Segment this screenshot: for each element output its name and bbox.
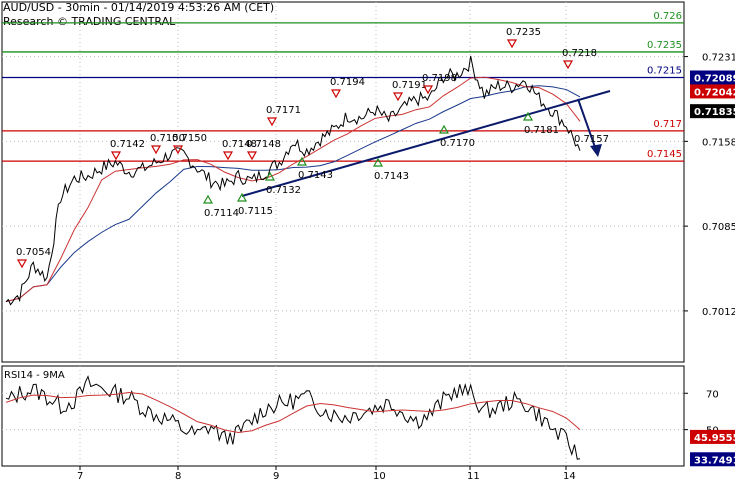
swing-low-label: 0.7181 — [524, 125, 559, 136]
swing-high-marker — [330, 89, 342, 99]
x-tick-label: 14 — [563, 471, 576, 480]
swing-high-marker — [392, 92, 404, 102]
swing-high-marker — [150, 145, 162, 155]
price-tag-box — [690, 84, 735, 99]
forecast-arrow-line — [577, 98, 597, 151]
swing-low-label: 0.7170 — [440, 138, 475, 149]
key-level-label: 0.7235 — [647, 40, 682, 51]
swing-high-label: 0.7148 — [222, 139, 257, 150]
swing-high-label: 0.7054 — [16, 247, 51, 258]
x-tick-label: 7 — [77, 471, 83, 480]
chart-title: AUD/USD - 30min - 01/14/2019 4:53:26 AM … — [3, 1, 275, 14]
swing-low-marker — [264, 171, 276, 181]
support-trendline — [241, 90, 611, 197]
rsi-tick-label: 70 — [706, 389, 719, 400]
swing-low-label: 0.7132 — [266, 185, 301, 196]
swing-high-marker — [422, 85, 434, 95]
swing-high-marker — [16, 259, 28, 269]
fast-moving-average-line — [5, 76, 581, 303]
rsi-panel-title: RSI14 - 9MA — [4, 370, 65, 381]
swing-high-marker — [506, 39, 518, 49]
swing-high-marker — [110, 151, 122, 161]
swing-low-label: 0.7115 — [238, 206, 273, 217]
rsi-line — [5, 375, 581, 460]
price-tick-label: 0.7085 — [702, 222, 735, 233]
swing-high-marker — [562, 60, 574, 70]
x-tick-label: 9 — [273, 471, 279, 480]
swing-high-label: 0.7235 — [506, 27, 541, 38]
price-tick-label: 0.7231 — [702, 53, 735, 64]
swing-low-marker — [202, 194, 214, 204]
rsi-value-tag-box — [690, 452, 735, 467]
key-level-label: 0.726 — [653, 11, 682, 22]
rsi-value-tag-box — [690, 429, 735, 444]
swing-high-label: 0.7150 — [172, 133, 207, 144]
swing-high-label: 0.7171 — [266, 105, 301, 116]
chart-subtitle: Research © TRADING CENTRAL — [3, 15, 176, 28]
swing-high-label: 0.7142 — [110, 139, 145, 150]
price-tick-label: 0.7158 — [702, 137, 735, 148]
swing-low-label: 0.7143 — [374, 171, 409, 182]
rsi-moving-average-line — [5, 392, 581, 434]
price-tag-box — [690, 70, 735, 85]
swing-low-marker — [296, 156, 308, 166]
price-tag-label: 0.72089 — [694, 73, 735, 84]
x-tick-label: 10 — [373, 471, 386, 480]
rsi-panel-frame — [1, 365, 685, 467]
key-level-label: 0.7215 — [647, 65, 682, 76]
swing-high-marker — [246, 151, 258, 161]
price-panel-frame — [1, 1, 685, 363]
swing-high-label: 0.7194 — [330, 77, 365, 88]
swing-high-marker — [172, 145, 184, 155]
key-level-label: 0.7145 — [647, 149, 682, 160]
forecast-arrow-head — [590, 144, 602, 157]
swing-high-label: 0.7198 — [422, 73, 457, 84]
swing-high-label: 0.7150 — [150, 133, 185, 144]
swing-low-label: 0.7143 — [298, 170, 333, 181]
x-tick-label: 8 — [175, 471, 181, 480]
price-line — [5, 55, 581, 306]
swing-high-label: 0.7148 — [246, 139, 281, 150]
rsi-value-tag-label: 33.7491 — [694, 455, 735, 466]
key-level-label: 0.717 — [653, 119, 682, 130]
swing-high-label: 0.7191 — [392, 80, 427, 91]
x-tick-label: 11 — [467, 471, 480, 480]
rsi-value-tag-label: 45.9555 — [694, 433, 735, 444]
target-label: 0.7157 — [574, 134, 609, 145]
swing-low-marker — [522, 111, 534, 121]
swing-high-marker — [222, 151, 234, 161]
swing-high-label: 0.7218 — [562, 48, 597, 59]
swing-low-marker — [372, 157, 384, 167]
swing-low-marker — [236, 192, 248, 202]
swing-low-label: 0.7114 — [204, 208, 239, 219]
price-tag-box — [690, 104, 735, 119]
price-tag-label: 0.72042 — [694, 87, 735, 98]
swing-low-marker — [438, 124, 450, 134]
price-tick-label: 0.7012 — [702, 307, 735, 318]
price-tag-label: 0.71835 — [694, 107, 735, 118]
swing-high-marker — [266, 117, 278, 127]
